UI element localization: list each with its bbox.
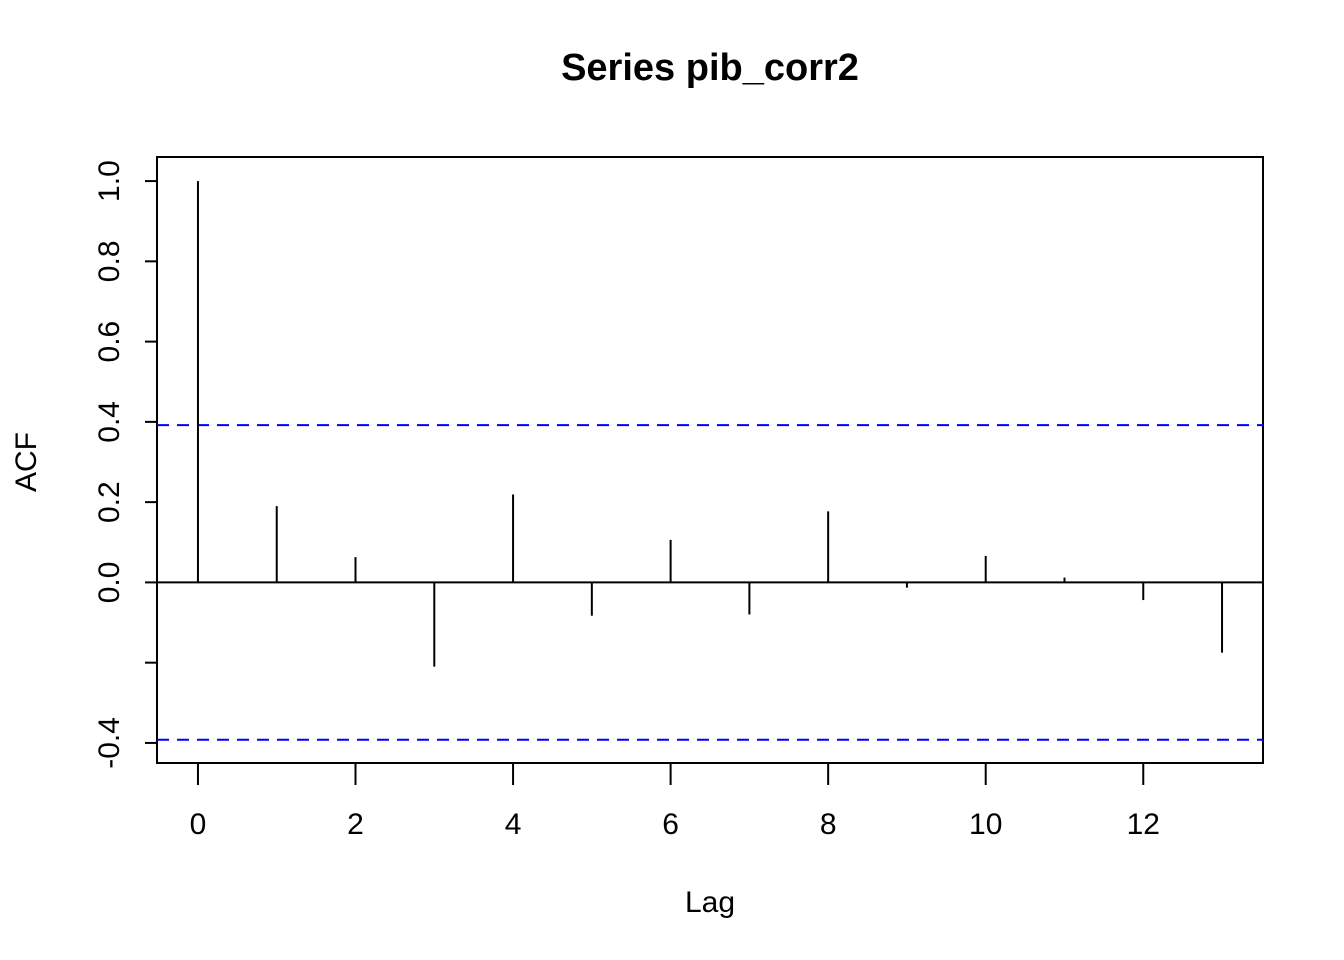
x-axis-label: Lag xyxy=(685,886,735,919)
plot-frame xyxy=(156,156,1264,764)
y-tick-label: -0.4 xyxy=(93,717,126,769)
x-tick-label: 8 xyxy=(820,808,837,841)
x-tick-label: 0 xyxy=(190,808,207,841)
chart-title: Series pib_corr2 xyxy=(561,47,859,89)
y-tick-label: 0.8 xyxy=(93,240,126,282)
y-tick-label: 0.0 xyxy=(93,562,126,604)
chart-marks: -0.4 0.0 0.2 0.4 0.6 0.8 1.0 0 2 4 6 8 10 12 xyxy=(93,160,1263,841)
x-tick-label: 6 xyxy=(662,808,679,841)
x-tick-label: 12 xyxy=(1127,808,1160,841)
x-tick-label: 4 xyxy=(505,808,522,841)
x-tick-label: 10 xyxy=(969,808,1002,841)
y-tick-label: 1.0 xyxy=(93,160,126,202)
x-tick-label: 2 xyxy=(347,808,364,841)
y-tick-label: 0.2 xyxy=(93,481,126,523)
y-tick-label: 0.6 xyxy=(93,321,126,363)
y-tick-label: 0.4 xyxy=(93,401,126,443)
y-axis-label: ACF xyxy=(10,432,43,492)
